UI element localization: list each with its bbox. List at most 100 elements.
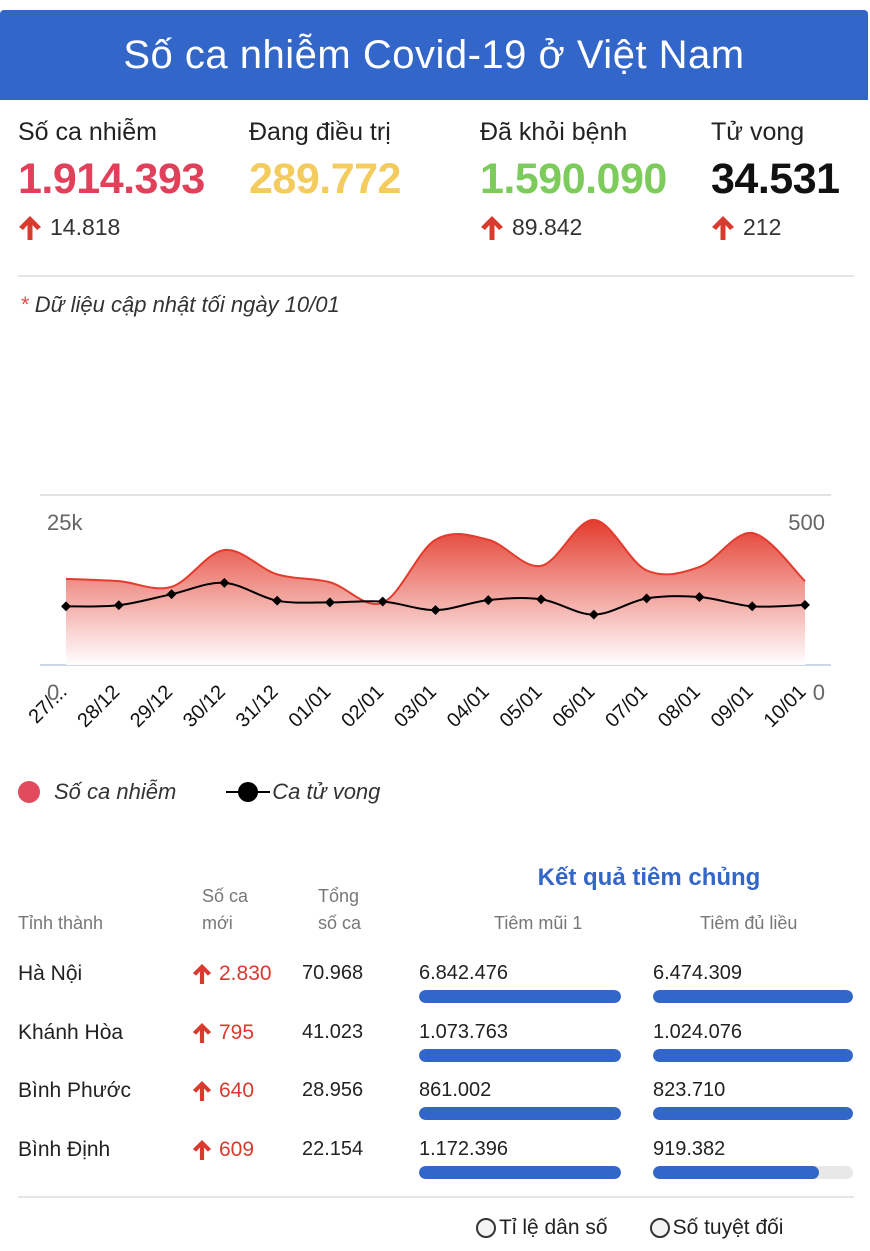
- arrow-up-icon: [192, 1022, 212, 1043]
- chart-legend: Số ca nhiễm Ca tử vong: [18, 776, 380, 808]
- stat-value: 34.531: [711, 155, 840, 203]
- x-axis-tick: 27/...: [25, 681, 72, 728]
- stat-value: 1.590.090: [480, 155, 667, 203]
- divider: [18, 1196, 854, 1198]
- header-province: Tỉnh thành: [18, 913, 104, 933]
- stat-value: 289.772: [249, 155, 401, 203]
- note-text: Dữ liệu cập nhật tối ngày 10/01: [34, 292, 340, 317]
- vaccination-title: Kết quả tiêm chủng: [537, 864, 761, 891]
- x-axis-tick: 31/12: [232, 681, 283, 732]
- left-axis-tick: 0: [47, 680, 59, 705]
- radio-absolute-label: Số tuyệt đối: [672, 1216, 784, 1239]
- x-axis-tick: 04/01: [443, 681, 494, 732]
- deaths-point: [377, 596, 388, 607]
- new-cases-value: 609: [219, 1137, 255, 1161]
- province-name: Bình Định: [18, 1137, 111, 1161]
- total-cases: 28.956: [302, 1079, 364, 1101]
- full-dose-progress-fill: [653, 990, 853, 1003]
- x-axis-tick: 28/12: [73, 681, 124, 732]
- stats-panel: Số ca nhiễm 1.914.393 14.818 Đang điều t…: [0, 118, 870, 258]
- arrow-up-icon: [192, 1081, 212, 1101]
- total-cases: 70.968: [302, 962, 364, 984]
- stat-delta: 212: [711, 214, 840, 241]
- stat-value: 1.914.393: [18, 155, 205, 203]
- new-cases-value: 2.830: [219, 962, 272, 985]
- dose1-progress-bar: [419, 1165, 621, 1179]
- arrow-up-icon: [712, 215, 734, 240]
- radio-absolute[interactable]: Số tuyệt đối: [649, 1216, 784, 1240]
- table-row: Khánh Hòa 795 41.023 1.073.763 1.024.076: [0, 1009, 870, 1062]
- full-dose-count: 1.024.076: [653, 1020, 742, 1043]
- cases-legend-label: Số ca nhiễm: [54, 779, 177, 804]
- dose1-progress-fill: [419, 990, 621, 1003]
- total-cases: 22.154: [302, 1137, 364, 1160]
- stat-label: Đã khỏi bệnh: [480, 118, 628, 146]
- x-axis-tick: 03/01: [390, 681, 441, 732]
- header-bar: Số ca nhiễm Covid-19 ở Việt Nam: [0, 10, 868, 100]
- deaths-point: [588, 609, 599, 620]
- divider: [18, 275, 854, 277]
- x-axis-tick: 10/01: [760, 681, 811, 732]
- deaths-point: [166, 589, 177, 600]
- stat-recovered: Đã khỏi bệnh 1.590.090 89.842: [480, 118, 667, 241]
- full-dose-count: 919.382: [653, 1137, 726, 1160]
- stat-label: Tử vong: [711, 118, 805, 146]
- deaths-point: [747, 601, 758, 612]
- x-axis-tick: 29/12: [126, 681, 177, 732]
- display-mode-toggle: Tỉ lệ dân số Số tuyệt đối: [476, 1216, 825, 1240]
- header-new-line1: Số ca: [202, 886, 249, 906]
- x-axis-tick: 01/01: [285, 681, 336, 732]
- left-axis-tick: 25k: [47, 510, 83, 535]
- table-row: Bình Phước 640 28.956 861.002 823.710: [0, 1067, 870, 1120]
- full-dose-count: 6.474.309: [653, 962, 742, 984]
- arrow-up-icon: [192, 964, 212, 984]
- radio-circle-icon[interactable]: [649, 1218, 670, 1238]
- new-cases: 609: [192, 1138, 254, 1162]
- header-full-dose: Tiêm đủ liều: [700, 913, 798, 933]
- dose1-count: 6.842.476: [419, 962, 508, 984]
- arrow-up-icon: [19, 215, 41, 240]
- province-name: Khánh Hòa: [18, 1020, 124, 1044]
- dose1-count: 861.002: [419, 1079, 492, 1101]
- deaths-point: [641, 593, 652, 604]
- deaths-point: [272, 595, 283, 606]
- deaths-point: [483, 595, 494, 606]
- right-axis-tick: 500: [788, 510, 825, 535]
- full-dose-progress-bar: [653, 1165, 853, 1179]
- full-dose-progress-bar: [653, 1107, 853, 1120]
- new-cases: 640: [192, 1079, 254, 1103]
- deaths-point: [113, 600, 124, 611]
- x-axis-tick: 30/12: [179, 681, 230, 732]
- deaths-legend-label: Ca tử vong: [272, 779, 381, 804]
- update-note: * Dữ liệu cập nhật tối ngày 10/01: [20, 292, 340, 318]
- note-star: *: [20, 292, 29, 317]
- new-cases: 2.830: [192, 962, 272, 986]
- table-row: Bình Định 609 22.154 1.172.396 919.382: [0, 1126, 870, 1179]
- cases-area: [66, 519, 805, 665]
- radio-relative[interactable]: Tỉ lệ dân số: [476, 1216, 608, 1240]
- header-total-line1: Tổng: [318, 886, 360, 906]
- stat-infected: Số ca nhiễm 1.914.393 14.818: [18, 118, 205, 241]
- full-dose-count: 823.710: [653, 1079, 726, 1101]
- dose1-progress-fill: [419, 1107, 621, 1120]
- table-row: Hà Nội 2.830 70.968 6.842.476 6.474.309: [0, 950, 870, 1003]
- full-dose-progress-fill: [653, 1165, 819, 1179]
- x-axis-tick: 05/01: [496, 681, 547, 732]
- new-cases: 795: [192, 1021, 254, 1045]
- stat-treating: Đang điều trị 289.772: [249, 118, 401, 204]
- full-dose-progress-fill: [653, 1048, 853, 1062]
- stat-delta: 89.842: [480, 214, 667, 241]
- stat-delta: 14.818: [18, 214, 205, 241]
- deaths-legend-line: [226, 782, 271, 802]
- arrow-up-icon: [481, 215, 503, 240]
- new-cases-value: 795: [219, 1020, 255, 1044]
- dose1-count: 1.073.763: [419, 1020, 508, 1043]
- dose1-count: 1.172.396: [419, 1137, 508, 1160]
- total-cases: 41.023: [302, 1020, 364, 1043]
- dose1-progress-fill: [419, 1165, 621, 1179]
- radio-circle-icon[interactable]: [476, 1218, 496, 1238]
- stat-delta-value: 89.842: [512, 214, 583, 240]
- page-title: Số ca nhiễm Covid-19 ở Việt Nam: [123, 32, 745, 77]
- deaths-point: [800, 599, 810, 610]
